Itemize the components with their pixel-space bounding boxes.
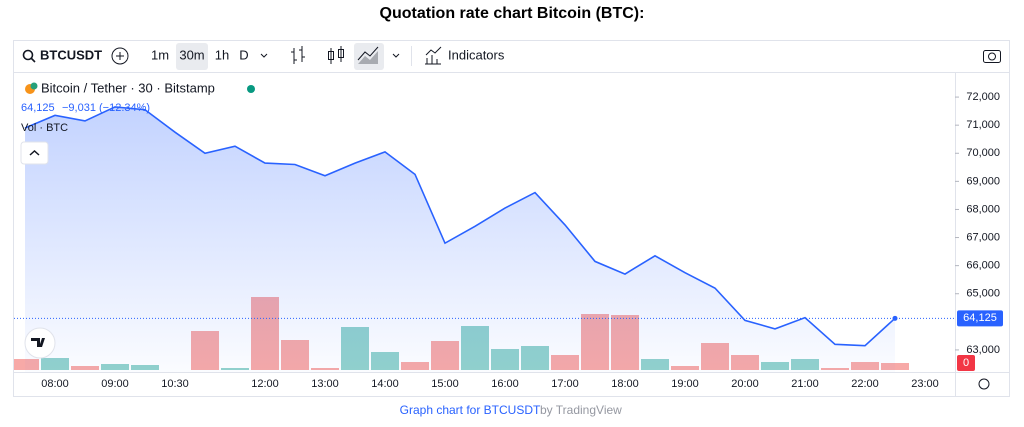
x-tick-label: 09:00 — [101, 378, 129, 390]
x-tick-label: 22:00 — [851, 378, 879, 390]
collapse-button[interactable] — [20, 141, 49, 165]
last-point — [892, 315, 898, 321]
area-icon[interactable] — [358, 51, 378, 64]
x-tick-label: 13:00 — [311, 378, 339, 390]
search-icon — [30, 57, 36, 63]
y-tick-label: 66,000 — [966, 260, 1000, 272]
x-tick-label: 10:30 — [161, 378, 189, 390]
title: Quotation rate chart Bitcoin (BTC): — [380, 5, 645, 22]
legend-name: Bitcoin / Tether · 30 · Bitstamp — [41, 80, 215, 95]
last-price-tag — [957, 310, 1003, 327]
x-tick-label: 12:00 — [251, 378, 279, 390]
active-style — [354, 43, 384, 70]
interval[interactable]: 30m — [179, 47, 204, 62]
bars-icon[interactable] — [291, 46, 305, 64]
plot — [14, 106, 955, 372]
overlay: 63,000 65,000 66,000 67,000 68,000 69,000 70,0… — [41, 91, 1003, 390]
compare-button[interactable] — [111, 47, 129, 65]
y-tick-label: 65,000 — [966, 288, 1000, 300]
x-tick-label: 08:00 — [41, 378, 69, 390]
candle — [338, 49, 344, 58]
interval[interactable]: D — [239, 47, 248, 62]
x-tick-label: 18:00 — [611, 378, 639, 390]
y-tick-label: 67,000 — [966, 231, 1000, 243]
camera-lens — [988, 52, 996, 61]
indicators[interactable]: Indicators — [448, 47, 505, 62]
last-price-label: 64,125 — [963, 312, 997, 324]
x-tick-label: 20:00 — [731, 378, 759, 390]
volume-tag-label: 0 — [963, 357, 969, 369]
legend: Bitcoin / Tether · 30 · Bitstamp 64,125 … — [20, 80, 990, 390]
market-status — [247, 85, 255, 93]
usdt-icon — [30, 82, 38, 90]
settings-icon[interactable] — [978, 378, 990, 390]
x-tick-label: 17:00 — [551, 378, 579, 390]
interval[interactable]: 1h — [215, 47, 229, 62]
x-tick-label: 19:00 — [671, 378, 699, 390]
tv-mark — [31, 338, 45, 347]
legend-change: −9,031 (−12.34%) — [62, 102, 150, 114]
y-tick-label: 63,000 — [966, 344, 1000, 356]
x-tick-label: 14:00 — [371, 378, 399, 390]
footer-link[interactable]: Graph chart for BTCUSDT — [400, 403, 541, 417]
x-tick-label: 23:00 — [911, 378, 939, 390]
x-tick-label: 21:00 — [791, 378, 819, 390]
volume-tag — [957, 355, 975, 371]
dropdown[interactable] — [260, 53, 268, 58]
search-icon[interactable] — [22, 49, 34, 61]
candles-icon[interactable] — [330, 46, 342, 64]
footer-by: by TradingView — [540, 403, 622, 417]
volume-legend: Vol · BTC — [21, 122, 68, 134]
x-tick-label: 16:00 — [491, 378, 519, 390]
x-tick-label: 15:00 — [431, 378, 459, 390]
y-tick-label: 71,000 — [966, 119, 1000, 131]
y-tick-label: 69,000 — [966, 175, 1000, 187]
y-tick-label: 68,000 — [966, 203, 1000, 215]
dropdown[interactable] — [392, 53, 400, 58]
interval[interactable]: 1m — [151, 47, 169, 62]
chevron — [29, 149, 40, 156]
active-interval — [176, 43, 208, 70]
indicators-icon[interactable] — [425, 46, 442, 65]
area-icon — [357, 46, 379, 61]
price-area — [25, 106, 895, 372]
toolbar: BTCUSDT 1m 30m 1h D Indicators — [22, 43, 1001, 70]
camera-icon[interactable] — [983, 50, 1001, 63]
symbol[interactable]: BTCUSDT — [40, 47, 102, 62]
price-line — [24, 106, 896, 347]
plus — [116, 52, 124, 60]
y-tick-label: 70,000 — [966, 147, 1000, 159]
legend-last: 64,125 — [21, 102, 55, 114]
y-tick-label: 72,000 — [966, 91, 1000, 103]
candle — [328, 51, 334, 60]
